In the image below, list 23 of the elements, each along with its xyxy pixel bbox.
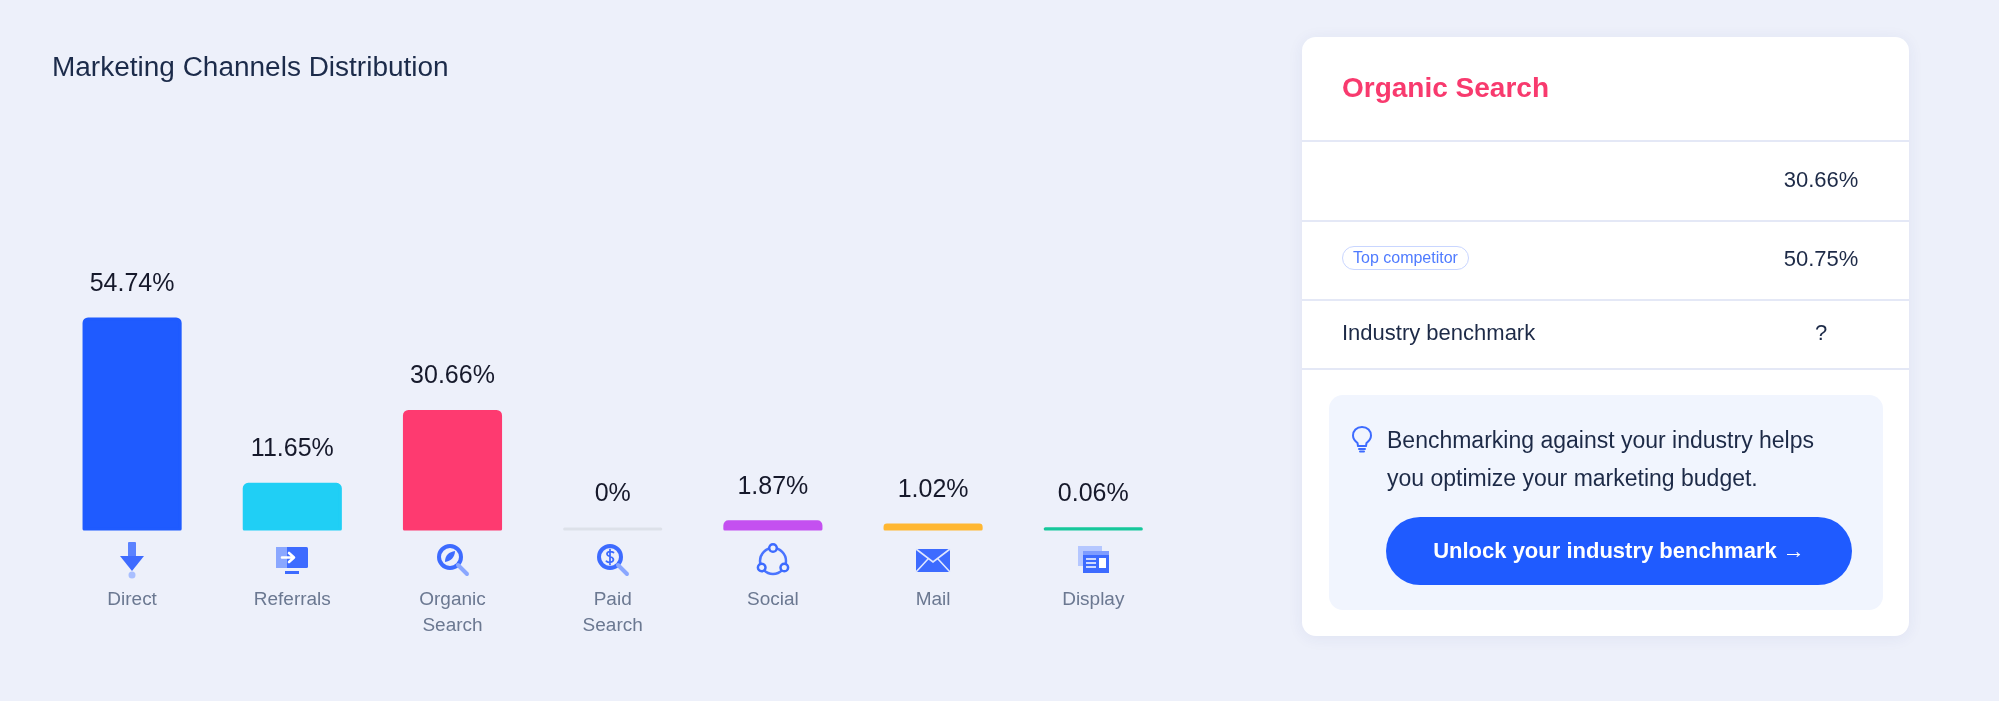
chart-title: Marketing Channels Distribution [52,51,449,82]
x-tick-label: Mail [915,588,951,610]
text: 30.66% [1782,166,1860,194]
text: 50.75% [1782,245,1860,273]
data-label: 1.02% [897,474,969,503]
data-label: 0.06% [1057,477,1129,506]
data-label: 1.87% [737,470,809,499]
text: Top competitor [1342,246,1469,270]
text: Industry benchmark [1342,319,1536,347]
text: Organic Search [1342,71,1549,105]
data-label: 54.74% [89,268,175,296]
x-tick-label: Organic Search [419,588,486,636]
data-label: 0% [594,478,631,506]
text: Unlock your industry benchmark → [1386,517,1852,585]
x-tick-label: Paid Search [582,588,643,636]
x-tick-label: Referrals [253,588,331,610]
data-label: 11.65% [250,433,334,462]
x-tick-label: Social [747,588,799,610]
text: ? [1813,319,1829,347]
x-tick-label: Display [1062,588,1125,610]
text: Benchmarking against your industry helps you optimize your marketing budget. [1387,426,1815,493]
x-tick-label: Direct [107,588,158,610]
data-label: 30.66% [410,360,495,389]
